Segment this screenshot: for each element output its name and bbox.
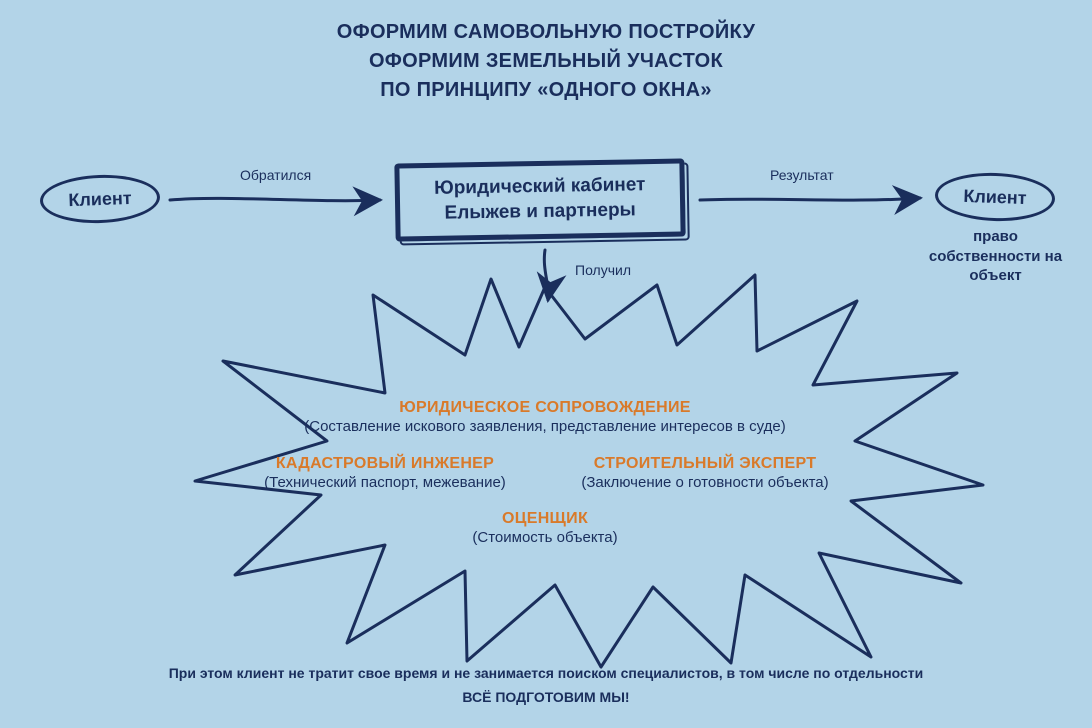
header-line-3: ПО ПРИНЦИПУ «ОДНОГО ОКНА» xyxy=(0,76,1092,105)
service-appraiser-desc: (Стоимость объекта) xyxy=(235,528,855,548)
burst-content: ЮРИДИЧЕСКОЕ СОПРОВОЖДЕНИЕ (Составление и… xyxy=(235,391,855,555)
service-legal-desc: (Составление искового заявления, предста… xyxy=(235,417,855,437)
service-construction-title: СТРОИТЕЛЬНЫЙ ЭКСПЕРТ xyxy=(565,454,845,472)
client-left-node: Клиент xyxy=(39,173,161,225)
service-row-middle: КАДАСТРОВЫЙ ИНЖЕНЕР (Технический паспорт… xyxy=(235,454,855,492)
service-cadastral: КАДАСТРОВЫЙ ИНЖЕНЕР (Технический паспорт… xyxy=(245,454,525,492)
law-office-node: Юридический кабинет Елыжев и партнеры xyxy=(394,158,685,241)
service-cadastral-desc: (Технический паспорт, межевание) xyxy=(245,472,525,492)
burst-container: ЮРИДИЧЕСКОЕ СОПРОВОЖДЕНИЕ (Составление и… xyxy=(95,265,995,665)
center-line-1: Юридический кабинет xyxy=(434,173,646,201)
footer-line-1: При этом клиент не тратит свое время и н… xyxy=(0,662,1092,686)
footer-block: При этом клиент не тратит свое время и н… xyxy=(0,662,1092,710)
arrow-right-label: Результат xyxy=(770,167,834,183)
client-left-label: Клиент xyxy=(68,187,132,210)
service-appraiser: ОЦЕНЩИК (Стоимость объекта) xyxy=(235,510,855,547)
arrow-left-icon xyxy=(165,185,390,225)
arrow-left-label: Обратился xyxy=(240,167,311,183)
arrow-right-icon xyxy=(695,185,930,225)
center-line-2: Елыжев и партнеры xyxy=(444,198,636,226)
service-construction-desc: (Заключение о готовности объекта) xyxy=(565,472,845,492)
footer-line-2: ВСЁ ПОДГОТОВИМ МЫ! xyxy=(0,686,1092,710)
service-construction: СТРОИТЕЛЬНЫЙ ЭКСПЕРТ (Заключение о готов… xyxy=(565,454,845,492)
service-cadastral-title: КАДАСТРОВЫЙ ИНЖЕНЕР xyxy=(245,454,525,472)
service-appraiser-title: ОЦЕНЩИК xyxy=(235,510,855,528)
client-right-label: Клиент xyxy=(963,185,1027,208)
header-line-2: ОФОРМИМ ЗЕМЕЛЬНЫЙ УЧАСТОК xyxy=(0,47,1092,76)
service-legal-title: ЮРИДИЧЕСКОЕ СОПРОВОЖДЕНИЕ xyxy=(235,399,855,417)
service-legal: ЮРИДИЧЕСКОЕ СОПРОВОЖДЕНИЕ (Составление и… xyxy=(235,399,855,437)
header-line-1: ОФОРМИМ САМОВОЛЬНУЮ ПОСТРОЙКУ xyxy=(0,18,1092,47)
header-block: ОФОРМИМ САМОВОЛЬНУЮ ПОСТРОЙКУ ОФОРМИМ ЗЕ… xyxy=(0,0,1092,105)
client-right-node: Клиент xyxy=(934,171,1056,223)
